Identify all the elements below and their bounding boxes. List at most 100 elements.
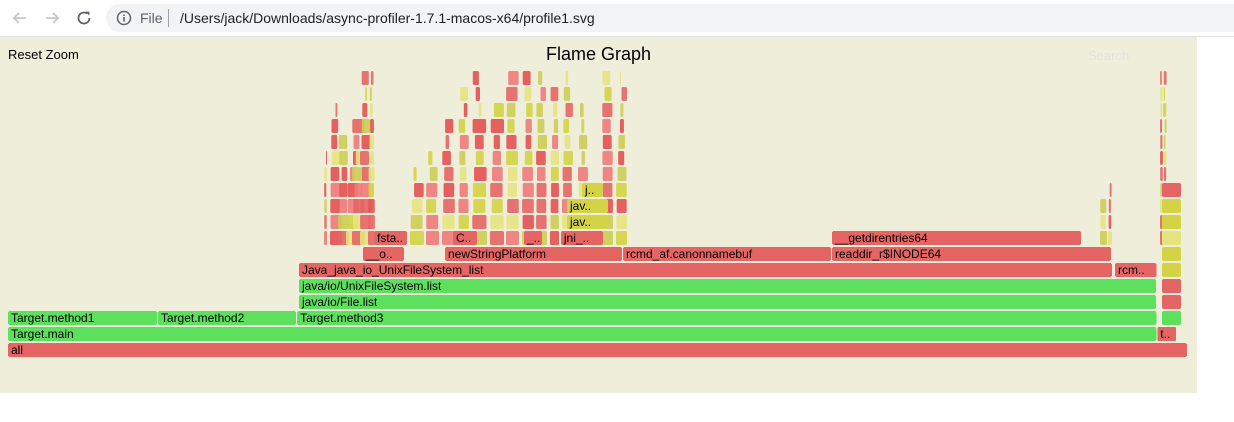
tiny-frame[interactable] [507, 119, 515, 133]
tiny-frame[interactable] [459, 151, 466, 165]
tiny-frame[interactable] [445, 135, 450, 149]
tiny-frame[interactable] [443, 199, 455, 213]
tiny-frame[interactable] [1164, 135, 1166, 149]
tiny-frame[interactable] [490, 215, 504, 229]
frame-rect[interactable] [362, 247, 404, 261]
tiny-frame[interactable] [352, 167, 365, 181]
tiny-frame[interactable] [565, 71, 569, 85]
tiny-frame[interactable] [616, 215, 627, 229]
tiny-frame[interactable] [563, 87, 571, 101]
tiny-frame[interactable] [621, 87, 628, 101]
tiny-frame[interactable] [445, 119, 454, 133]
frame-rect[interactable] [567, 215, 608, 229]
frame-all-0[interactable]: all [8, 343, 1187, 357]
tiny-frame[interactable] [524, 151, 533, 165]
frame-rect[interactable] [582, 183, 603, 197]
tiny-frame[interactable] [506, 215, 519, 229]
tiny-frame[interactable] [536, 199, 547, 213]
tiny-frame[interactable] [370, 103, 373, 117]
tiny-frame[interactable] [360, 183, 371, 197]
tiny-frame[interactable] [616, 183, 627, 197]
tiny-frame[interactable] [540, 87, 546, 101]
tiny-frame[interactable] [550, 199, 559, 213]
tiny-frame[interactable] [442, 151, 451, 165]
tiny-frame[interactable] [360, 199, 371, 213]
stack-frame[interactable] [1162, 295, 1181, 309]
tiny-frame[interactable] [426, 231, 439, 245]
frame-java-io-unixfilesystem-list-7[interactable]: java/io/UnixFileSystem.list [299, 279, 1156, 293]
tiny-frame[interactable] [552, 103, 558, 117]
frame-readdir-r-inode64-13[interactable]: readdir_r$INODE64 [832, 247, 1111, 261]
tiny-frame[interactable] [1163, 71, 1167, 85]
tiny-frame[interactable] [563, 119, 570, 133]
frame-getdirentries64-18[interactable]: __getdirentries64 [832, 231, 1081, 245]
frame-rect[interactable] [567, 199, 608, 213]
frame-rcmd-af-canonnamebuf-12[interactable]: rcmd_af.canonnamebuf [623, 247, 831, 261]
frame-rcm-9[interactable]: rcm.. [1115, 263, 1157, 277]
tiny-frame[interactable] [472, 215, 487, 229]
tiny-frame[interactable] [442, 231, 455, 245]
tiny-frame[interactable] [538, 71, 543, 85]
stack-frame[interactable] [1162, 279, 1181, 293]
frame-rect[interactable] [8, 311, 157, 325]
tiny-frame[interactable] [522, 215, 534, 229]
tiny-frame[interactable] [620, 119, 624, 133]
tiny-frame[interactable] [618, 135, 625, 149]
back-button[interactable] [8, 6, 32, 30]
tiny-frame[interactable] [472, 183, 487, 197]
tiny-frame[interactable] [324, 183, 327, 197]
tiny-frame[interactable] [426, 199, 437, 213]
tiny-frame[interactable] [428, 151, 433, 165]
tiny-frame[interactable] [443, 183, 455, 197]
frame-rect[interactable] [832, 231, 1081, 245]
tiny-frame[interactable] [458, 215, 469, 229]
tiny-frame[interactable] [564, 135, 571, 149]
tiny-frame[interactable] [475, 87, 480, 101]
tiny-frame[interactable] [369, 151, 375, 165]
tiny-frame[interactable] [602, 119, 611, 133]
tiny-frame[interactable] [360, 215, 371, 229]
reset-zoom-button[interactable]: Reset Zoom [8, 47, 79, 62]
stack-frame[interactable] [1162, 311, 1181, 325]
tiny-frame[interactable] [368, 167, 375, 181]
tiny-frame[interactable] [620, 71, 621, 85]
tiny-frame[interactable] [426, 183, 438, 197]
frame-rect[interactable] [297, 311, 1157, 325]
tiny-frame[interactable] [368, 231, 375, 245]
tiny-frame[interactable] [550, 215, 559, 229]
tiny-frame[interactable] [473, 199, 486, 213]
tiny-frame[interactable] [580, 103, 584, 117]
tiny-frame[interactable] [492, 167, 503, 181]
tiny-frame[interactable] [410, 231, 424, 245]
tiny-frame[interactable] [507, 199, 519, 213]
tiny-frame[interactable] [426, 215, 439, 229]
tiny-frame[interactable] [604, 87, 612, 101]
tiny-frame[interactable] [550, 87, 559, 101]
frame-rect[interactable] [524, 231, 542, 245]
tiny-frame[interactable] [550, 167, 559, 181]
tiny-frame[interactable] [410, 215, 423, 229]
tiny-frame[interactable] [339, 199, 347, 213]
tiny-frame[interactable] [360, 151, 369, 165]
tiny-frame[interactable] [602, 167, 613, 181]
tiny-frame[interactable] [330, 167, 340, 181]
tiny-frame[interactable] [331, 135, 338, 149]
tiny-frame[interactable] [492, 151, 501, 165]
search-button[interactable]: Search [1088, 48, 1130, 63]
tiny-frame[interactable] [338, 135, 348, 149]
tiny-frame[interactable] [620, 103, 624, 117]
tiny-frame[interactable] [616, 231, 627, 245]
stack-frame[interactable] [1162, 199, 1181, 213]
tiny-frame[interactable] [616, 199, 627, 213]
tiny-frame[interactable] [369, 87, 372, 101]
tiny-frame[interactable] [459, 167, 467, 181]
tiny-frame[interactable] [506, 87, 518, 101]
tiny-frame[interactable] [1160, 151, 1163, 165]
tiny-frame[interactable] [362, 167, 371, 181]
tiny-frame[interactable] [326, 151, 327, 165]
tiny-frame[interactable] [565, 103, 573, 117]
tiny-frame[interactable] [474, 167, 487, 181]
tiny-frame[interactable] [581, 119, 585, 133]
frame-rect[interactable] [560, 231, 603, 245]
tiny-frame[interactable] [1100, 215, 1106, 229]
